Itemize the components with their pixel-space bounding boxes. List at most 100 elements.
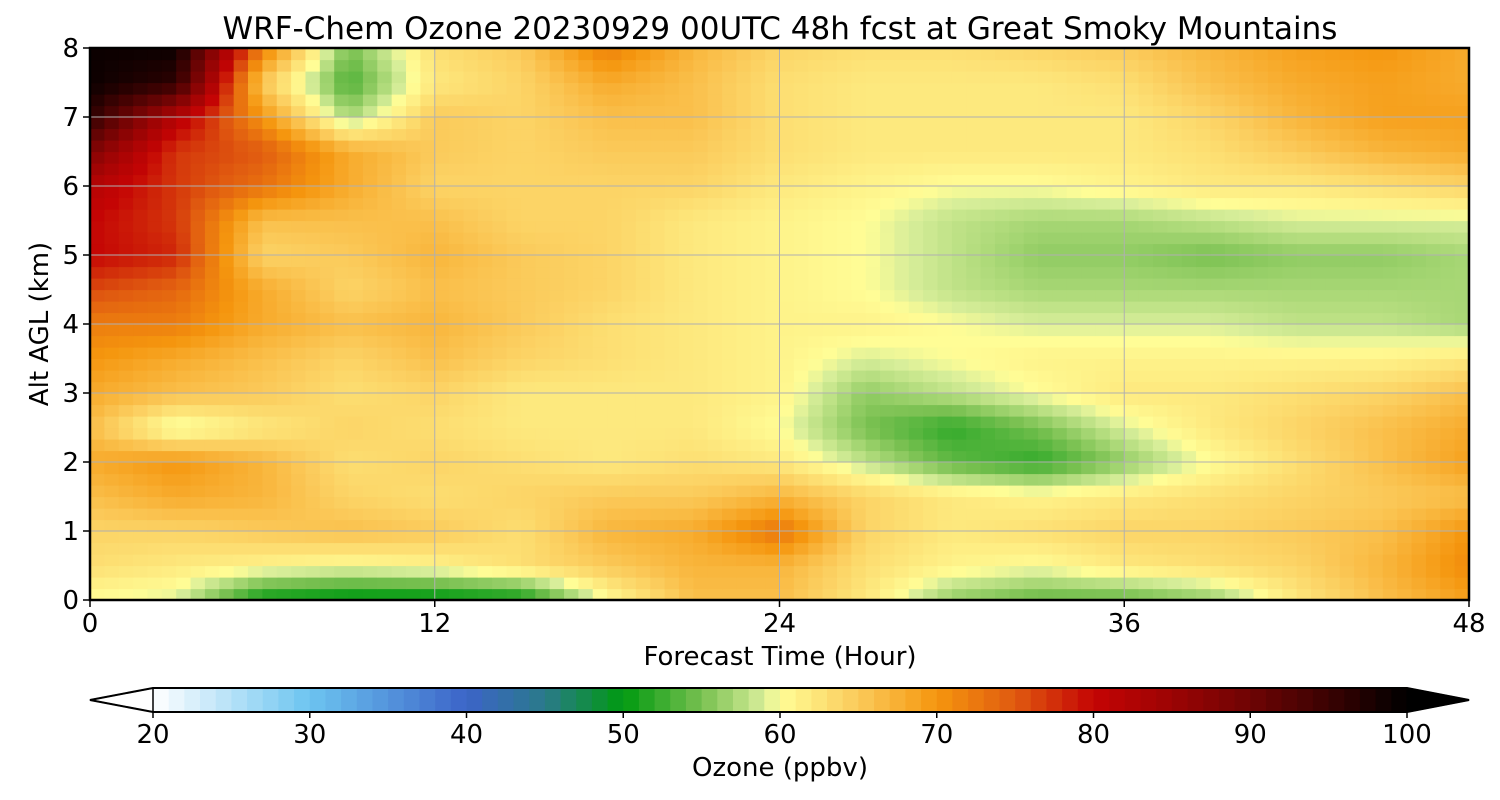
heatmap-cell [923, 462, 939, 475]
heatmap-cell [549, 347, 565, 360]
heatmap-cell [1354, 335, 1370, 348]
heatmap-cell [908, 542, 924, 555]
heatmap-cell [449, 186, 465, 199]
heatmap-cell [1296, 186, 1312, 199]
heatmap-cell [1325, 473, 1341, 486]
heatmap-cell [1339, 117, 1355, 130]
heatmap-cell [1267, 289, 1283, 302]
heatmap-cell [434, 255, 450, 268]
heatmap-cell [880, 82, 896, 95]
heatmap-cell [678, 473, 694, 486]
heatmap-cell [262, 163, 278, 176]
heatmap-cell [535, 473, 551, 486]
heatmap-cell [664, 335, 680, 348]
heatmap-cell [1210, 370, 1226, 383]
heatmap-cell [822, 197, 838, 210]
heatmap-cell [966, 48, 982, 61]
heatmap-cell [233, 289, 249, 302]
heatmap-cell [449, 358, 465, 371]
heatmap-cell [262, 301, 278, 314]
heatmap-cell [305, 519, 321, 532]
heatmap-cell [851, 565, 867, 578]
heatmap-cell [463, 163, 479, 176]
heatmap-cell [1325, 462, 1341, 475]
heatmap-cell [1310, 197, 1326, 210]
heatmap-cell [966, 404, 982, 417]
heatmap-cell [1267, 243, 1283, 256]
heatmap-cell [1253, 197, 1269, 210]
heatmap-cell [176, 324, 192, 337]
heatmap-cell [880, 324, 896, 337]
heatmap-cell [449, 404, 465, 417]
heatmap-cell [880, 358, 896, 371]
heatmap-cell [362, 588, 378, 601]
heatmap-cell [1023, 140, 1039, 153]
heatmap-cell [736, 151, 752, 164]
heatmap-cell [190, 232, 206, 245]
heatmap-cell [779, 174, 795, 187]
heatmap-cell [779, 186, 795, 199]
heatmap-cell [1109, 439, 1125, 452]
heatmap-cell [1339, 542, 1355, 555]
heatmap-cell [1368, 301, 1384, 314]
heatmap-cell [894, 335, 910, 348]
heatmap-cell [750, 174, 766, 187]
heatmap-cell [1440, 462, 1456, 475]
heatmap-cell [1124, 416, 1140, 429]
heatmap-cell [147, 588, 163, 601]
heatmap-cell [219, 140, 235, 153]
heatmap-cell [406, 220, 421, 233]
heatmap-cell [90, 117, 105, 130]
heatmap-cell [1181, 197, 1197, 210]
heatmap-cell [147, 278, 163, 291]
heatmap-cell [750, 82, 766, 95]
heatmap-cell [1095, 508, 1111, 521]
heatmap-cell [362, 450, 378, 463]
heatmap-cell [851, 439, 867, 452]
heatmap-cell [1253, 554, 1269, 567]
heatmap-cell [1296, 358, 1312, 371]
heatmap-cell [176, 554, 192, 567]
heatmap-cell [1325, 117, 1341, 130]
heatmap-cell [750, 508, 766, 521]
heatmap-cell [1152, 48, 1168, 61]
colorbar [89, 687, 1470, 713]
heatmap-cell [1339, 289, 1355, 302]
heatmap-cell [765, 439, 781, 452]
heatmap-cell [176, 59, 192, 72]
heatmap-cell [204, 450, 220, 463]
heatmap-cell [477, 232, 493, 245]
heatmap-cell [1124, 542, 1140, 555]
heatmap-cell [564, 197, 579, 210]
heatmap-cell [1181, 71, 1197, 84]
heatmap-cell [147, 266, 163, 279]
heatmap-cell [233, 588, 249, 601]
heatmap-cell [1152, 347, 1168, 360]
heatmap-cell [147, 508, 163, 521]
heatmap-cell [650, 496, 666, 509]
heatmap-cell [1282, 266, 1298, 279]
heatmap-cell [248, 508, 263, 521]
heatmap-cell [1239, 324, 1255, 337]
heatmap-cell [564, 128, 579, 141]
heatmap-cell [90, 393, 105, 406]
heatmap-cell [90, 519, 105, 532]
heatmap-cell [1210, 473, 1226, 486]
heatmap-cell [1052, 232, 1068, 245]
heatmap-cell [908, 128, 924, 141]
heatmap-cell [1267, 324, 1283, 337]
heatmap-cell [1368, 542, 1384, 555]
heatmap-cell [1267, 381, 1283, 394]
heatmap-cell [980, 289, 996, 302]
heatmap-cell [765, 163, 781, 176]
heatmap-cell [334, 439, 350, 452]
heatmap-cell [793, 393, 809, 406]
heatmap-cell [1368, 243, 1384, 256]
heatmap-cell [1325, 508, 1341, 521]
heatmap-cell [822, 82, 838, 95]
heatmap-cell [535, 278, 551, 291]
heatmap-cell [1138, 140, 1154, 153]
heatmap-cell [880, 508, 896, 521]
heatmap-cell [1368, 186, 1384, 199]
heatmap-cell [492, 381, 508, 394]
